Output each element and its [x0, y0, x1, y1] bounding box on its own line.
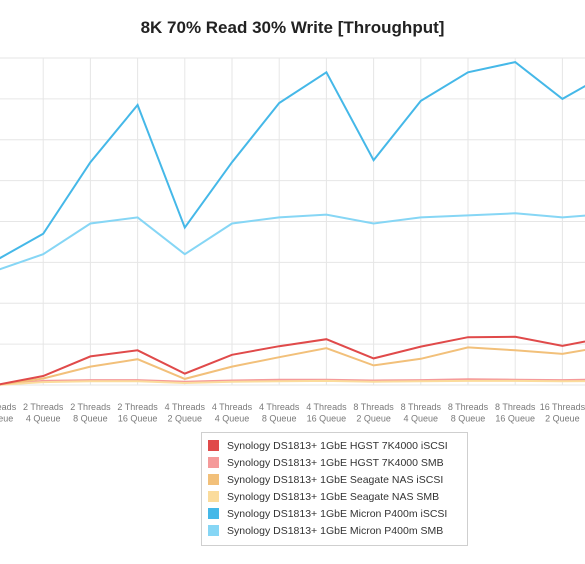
x-tick-label: 4 Queue — [215, 414, 250, 424]
series-line-4 — [0, 61, 585, 260]
x-axis-ticks: 1 Threads 1 Queue 2 Threads 4 Queue 2 Thread… — [0, 402, 585, 424]
x-tick-label: 4 Threads — [306, 402, 347, 412]
chart-title: 8K 70% Read 30% Write [Throughput] — [140, 18, 445, 37]
legend-item[interactable]: Synology DS1813+ 1GbE Seagate NAS iSCSI — [206, 471, 463, 488]
x-tick-label: 2 Threads — [23, 402, 64, 412]
x-tick-label: 4 Queue — [404, 414, 439, 424]
series-line-5 — [0, 212, 585, 271]
legend-item[interactable]: Synology DS1813+ 1GbE Seagate NAS SMB — [206, 488, 463, 505]
grid-lines — [0, 57, 585, 386]
x-tick-label: 8 Threads — [353, 402, 394, 412]
legend-swatch — [208, 474, 219, 485]
series-lines — [0, 61, 585, 386]
x-tick-label: 2 Queue — [168, 414, 203, 424]
legend-swatch — [208, 440, 219, 451]
legend: Synology DS1813+ 1GbE HGST 7K4000 iSCSI S… — [201, 432, 468, 546]
x-tick-label: 4 Queue — [26, 414, 61, 424]
x-tick-label: 2 Queue — [356, 414, 391, 424]
x-tick-label: 16 Queue — [307, 414, 347, 424]
x-tick-label: 8 Threads — [448, 402, 489, 412]
x-tick-label: 8 Queue — [73, 414, 108, 424]
x-tick-label: 16 Threads — [540, 402, 585, 412]
legend-item[interactable]: Synology DS1813+ 1GbE HGST 7K4000 iSCSI — [206, 437, 463, 454]
x-tick-label: 4 Threads — [212, 402, 253, 412]
legend-label: Synology DS1813+ 1GbE HGST 7K4000 SMB — [227, 456, 444, 469]
legend-item[interactable]: Synology DS1813+ 1GbE Micron P400m SMB — [206, 522, 463, 539]
x-tick-label: 8 Threads — [495, 402, 536, 412]
x-tick-label: 1 Queue — [0, 414, 13, 424]
legend-swatch — [208, 508, 219, 519]
legend-item[interactable]: Synology DS1813+ 1GbE HGST 7K4000 SMB — [206, 454, 463, 471]
x-tick-label: 16 Queue — [118, 414, 158, 424]
legend-item[interactable]: Synology DS1813+ 1GbE Micron P400m iSCSI — [206, 505, 463, 522]
x-tick-label: 2 Queue — [545, 414, 580, 424]
legend-label: Synology DS1813+ 1GbE Seagate NAS iSCSI — [227, 473, 444, 486]
chart-plot: 1 Threads 1 Queue 2 Threads 4 Queue 2 Thread… — [0, 57, 585, 424]
x-tick-label: 1 Threads — [0, 402, 17, 412]
x-tick-label: 2 Threads — [117, 402, 158, 412]
x-tick-label: 4 Threads — [165, 402, 206, 412]
x-tick-label: 8 Threads — [401, 402, 442, 412]
series-line-3 — [0, 379, 585, 386]
legend-swatch — [208, 457, 219, 468]
legend-label: Synology DS1813+ 1GbE Micron P400m iSCSI — [227, 507, 448, 520]
series-line-0 — [0, 335, 585, 386]
x-tick-label: 8 Queue — [262, 414, 297, 424]
legend-label: Synology DS1813+ 1GbE Seagate NAS SMB — [227, 490, 440, 503]
x-tick-label: 2 Threads — [70, 402, 111, 412]
x-tick-label: 8 Queue — [451, 414, 486, 424]
series-line-2 — [0, 346, 585, 386]
legend-label: Synology DS1813+ 1GbE HGST 7K4000 iSCSI — [227, 439, 448, 452]
x-tick-label: 16 Queue — [495, 414, 535, 424]
series-line-1 — [0, 378, 585, 386]
x-tick-label: 4 Threads — [259, 402, 300, 412]
legend-label: Synology DS1813+ 1GbE Micron P400m SMB — [227, 524, 444, 537]
legend-swatch — [208, 491, 219, 502]
legend-swatch — [208, 525, 219, 536]
